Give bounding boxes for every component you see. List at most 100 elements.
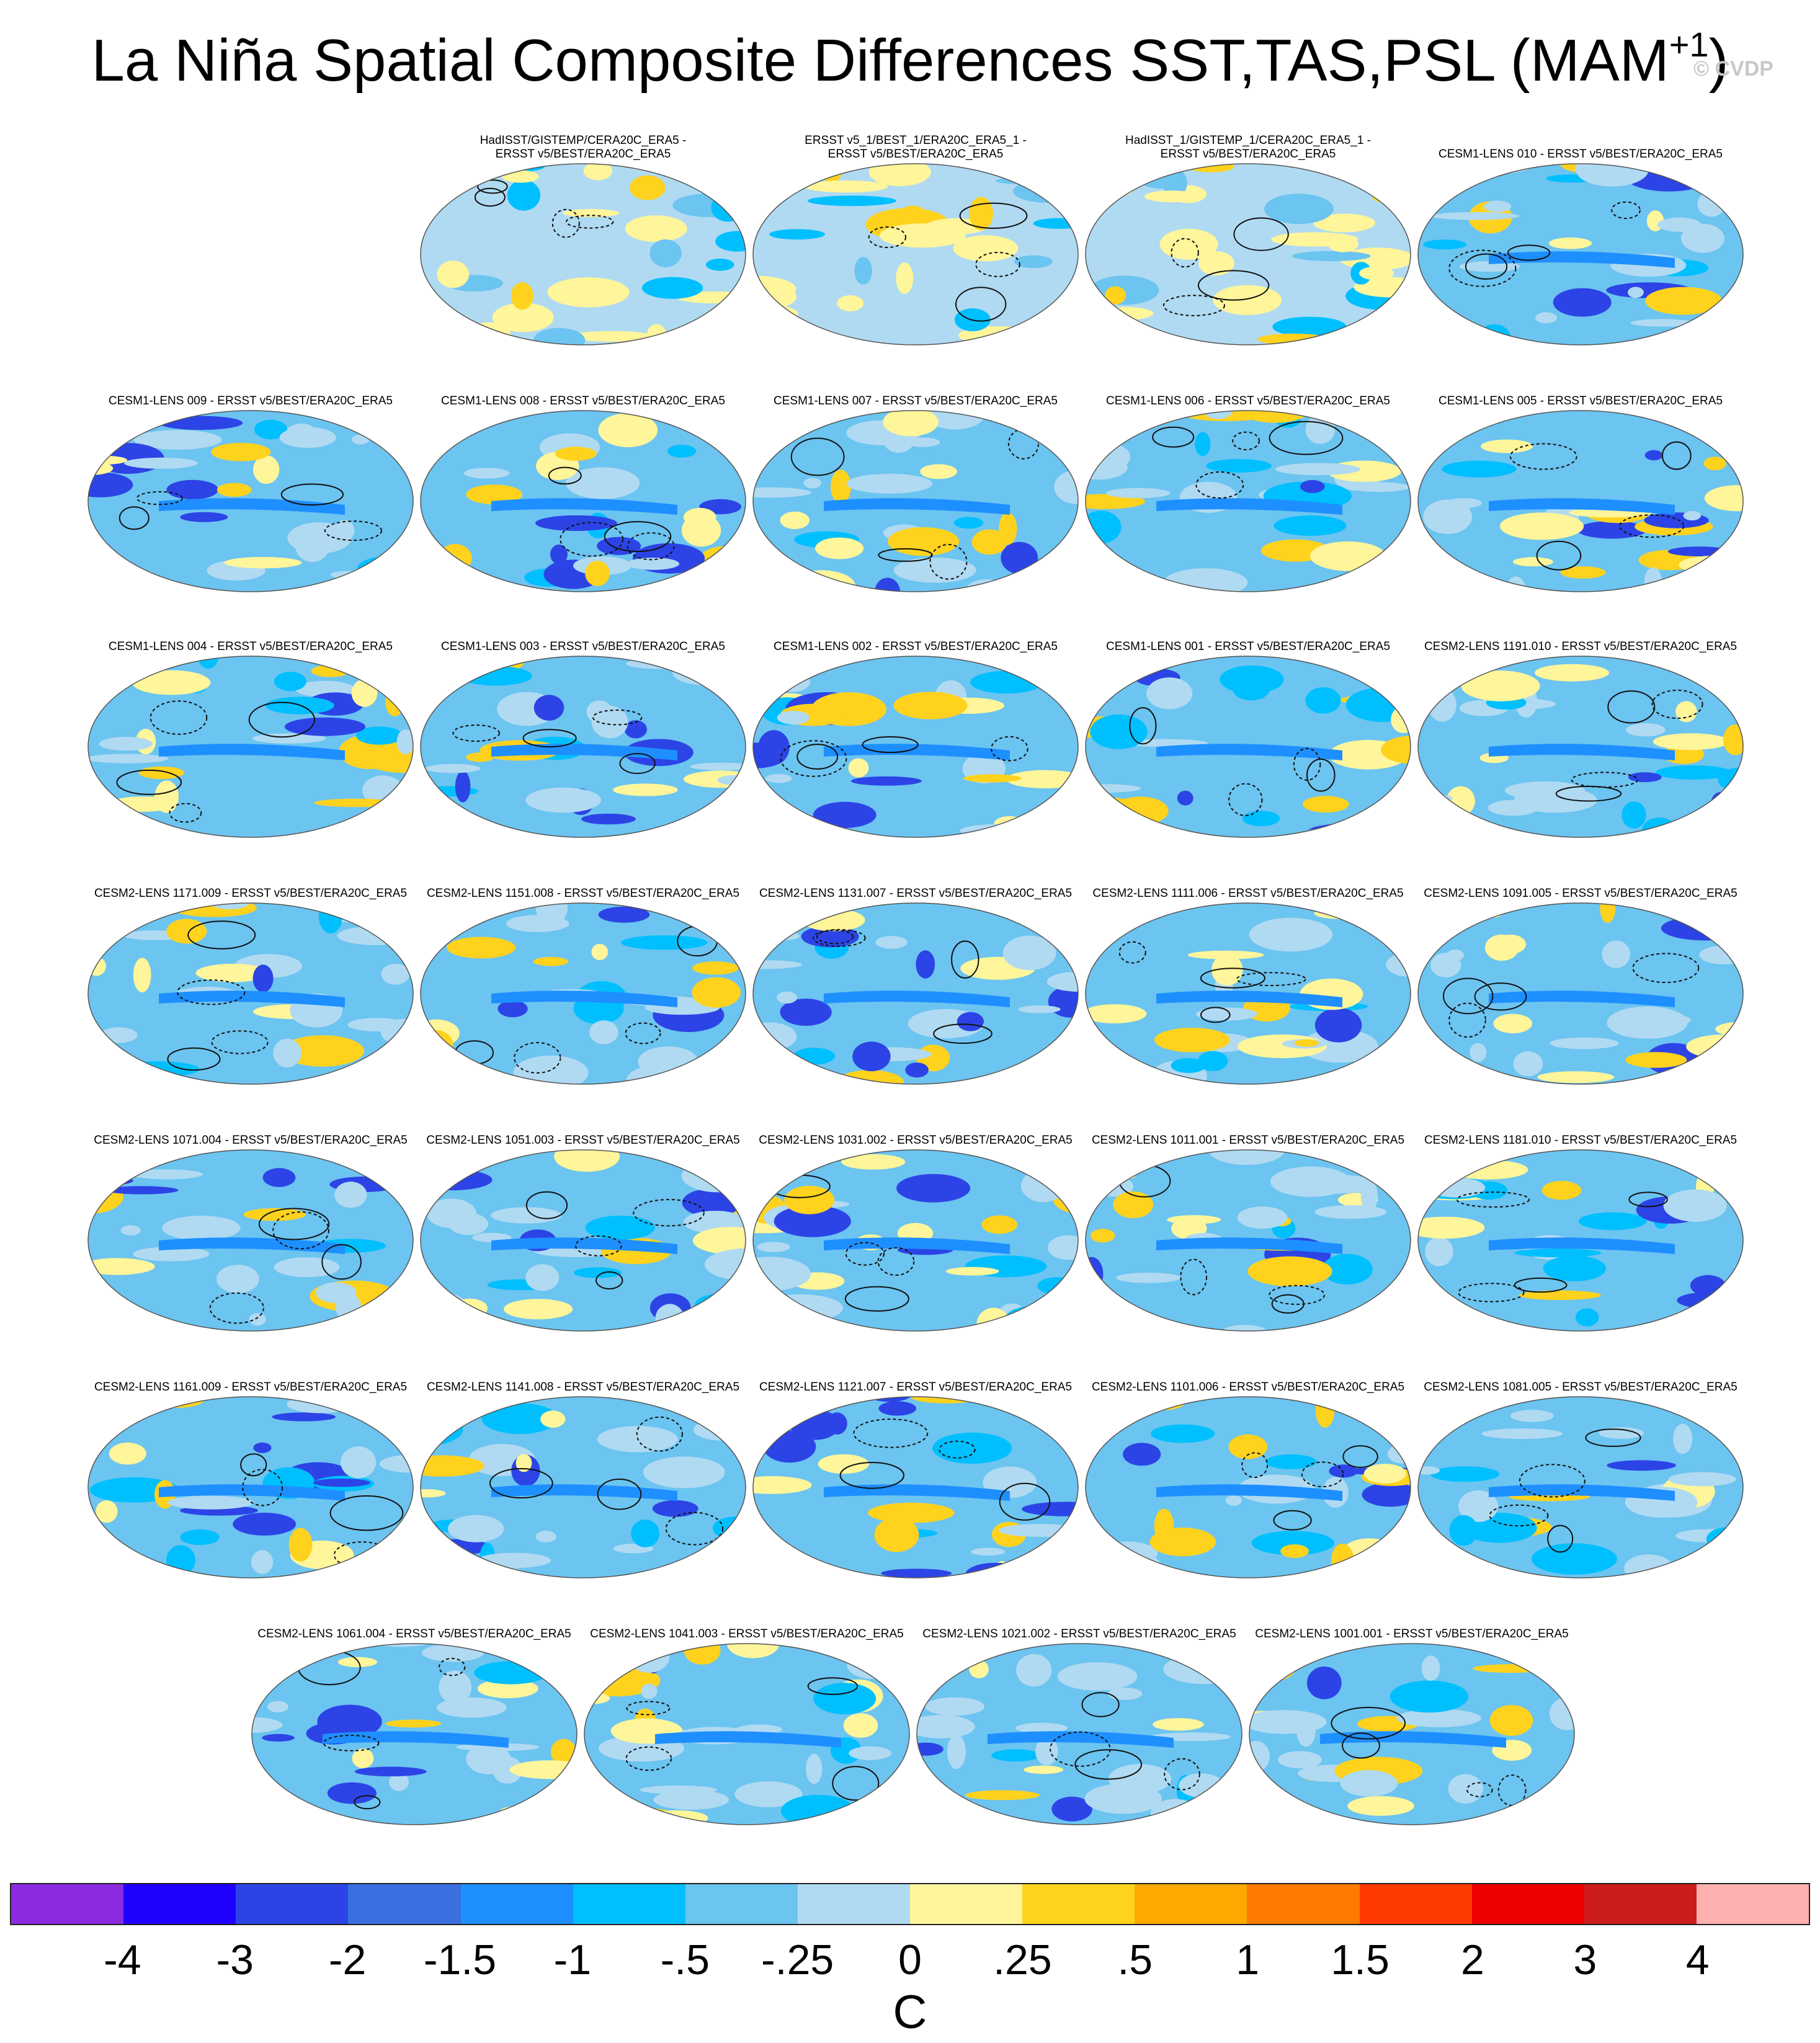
colorbar-tick-label: 4 bbox=[1685, 1936, 1710, 1983]
panel-caption-line: CESM2-LENS 1091.005 - ERSST v5/BEST/ERA2… bbox=[1424, 887, 1737, 900]
globe-map bbox=[1085, 1396, 1411, 1578]
colorbar-tick-label: .5 bbox=[1117, 1936, 1153, 1983]
panel-caption-line: CESM1-LENS 008 - ERSST v5/BEST/ERA20C_ER… bbox=[441, 394, 725, 407]
cvdp-watermark: © CVDP bbox=[1693, 57, 1773, 81]
colorbar-swatch bbox=[460, 1884, 573, 1924]
globe-map bbox=[916, 1643, 1242, 1825]
map-panel: CESM1-LENS 008 - ERSST v5/BEST/ERA20C_ER… bbox=[417, 381, 749, 629]
panel-caption: CESM2-LENS 1041.003 - ERSST v5/BEST/ERA2… bbox=[556, 1627, 938, 1641]
panel-caption-line: ERSST v5/BEST/ERA20C_ERA5 bbox=[1160, 148, 1336, 161]
map-panel: CESM2-LENS 1001.001 - ERSST v5/BEST/ERA2… bbox=[1246, 1614, 1578, 1862]
colorbar-swatch bbox=[11, 1884, 124, 1924]
map-panel: CESM2-LENS 1081.005 - ERSST v5/BEST/ERA2… bbox=[1414, 1367, 1747, 1615]
colorbar-units-label: C bbox=[893, 1986, 927, 2039]
panel-caption: CESM2-LENS 1131.007 - ERSST v5/BEST/ERA2… bbox=[725, 887, 1107, 901]
panel-caption-line: CESM2-LENS 1171.009 - ERSST v5/BEST/ERA2… bbox=[94, 887, 408, 900]
map-panel: ERSST v5_1/BEST_1/ERA20C_ERA5_1 - ERSST v… bbox=[749, 134, 1082, 382]
globe-map bbox=[420, 163, 746, 345]
panel-caption: CESM1-LENS 003 - ERSST v5/BEST/ERA20C_ER… bbox=[392, 640, 774, 654]
globe-map bbox=[1417, 163, 1744, 345]
globe-map bbox=[1417, 1396, 1744, 1578]
panel-caption-line: CESM2-LENS 1081.005 - ERSST v5/BEST/ERA2… bbox=[1424, 1381, 1737, 1394]
map-panel: CESM2-LENS 1121.007 - ERSST v5/BEST/ERA2… bbox=[749, 1367, 1082, 1615]
colorbar bbox=[10, 1883, 1810, 1925]
colorbar-tick-label: -2 bbox=[328, 1936, 367, 1983]
map-panel: CESM2-LENS 1161.009 - ERSST v5/BEST/ERA2… bbox=[84, 1367, 417, 1615]
colorbar-tick-label: -1.5 bbox=[423, 1936, 497, 1983]
panel-caption: CESM2-LENS 1001.001 - ERSST v5/BEST/ERA2… bbox=[1221, 1627, 1603, 1641]
panel-caption-line: CESM2-LENS 1071.004 - ERSST v5/BEST/ERA2… bbox=[94, 1134, 408, 1147]
globe-map bbox=[420, 902, 746, 1085]
panel-caption-line: CESM2-LENS 1141.008 - ERSST v5/BEST/ERA2… bbox=[426, 1381, 740, 1394]
colorbar-tick-label: 3 bbox=[1573, 1936, 1597, 1983]
colorbar-tick-label: -1 bbox=[553, 1936, 592, 1983]
panel-caption: CESM1-LENS 004 - ERSST v5/BEST/ERA20C_ER… bbox=[60, 640, 442, 654]
panel-caption: CESM2-LENS 1171.009 - ERSST v5/BEST/ERA2… bbox=[60, 887, 442, 901]
globe-map bbox=[87, 656, 414, 838]
panel-caption-line: CESM1-LENS 005 - ERSST v5/BEST/ERA20C_ER… bbox=[1439, 394, 1723, 407]
globe-map bbox=[752, 163, 1079, 345]
panel-caption: CESM2-LENS 1161.009 - ERSST v5/BEST/ERA2… bbox=[60, 1381, 442, 1394]
globe-map bbox=[87, 1396, 414, 1578]
panel-caption: CESM2-LENS 1111.006 - ERSST v5/BEST/ERA2… bbox=[1057, 887, 1439, 901]
panel-caption-line: CESM2-LENS 1011.001 - ERSST v5/BEST/ERA2… bbox=[1091, 1134, 1405, 1147]
globe-map bbox=[1085, 410, 1411, 592]
map-panel: CESM2-LENS 1101.006 - ERSST v5/BEST/ERA2… bbox=[1082, 1367, 1414, 1615]
globe-map bbox=[752, 1396, 1079, 1578]
globe-map bbox=[420, 656, 746, 838]
globe-map bbox=[1417, 902, 1744, 1085]
panel-caption-line: CESM2-LENS 1131.007 - ERSST v5/BEST/ERA2… bbox=[759, 887, 1073, 900]
globe-map bbox=[1417, 410, 1744, 592]
map-panel: CESM1-LENS 001 - ERSST v5/BEST/ERA20C_ER… bbox=[1082, 626, 1414, 875]
map-panel: CESM1-LENS 005 - ERSST v5/BEST/ERA20C_ER… bbox=[1414, 381, 1747, 629]
panel-caption-line: CESM2-LENS 1021.002 - ERSST v5/BEST/ERA2… bbox=[922, 1627, 1236, 1640]
panel-caption-line: CESM2-LENS 1041.003 - ERSST v5/BEST/ERA2… bbox=[590, 1627, 904, 1640]
globe-map bbox=[752, 410, 1079, 592]
colorbar-swatch bbox=[236, 1884, 349, 1924]
colorbar-tick-label: 2 bbox=[1460, 1936, 1484, 1983]
map-panel: CESM1-LENS 004 - ERSST v5/BEST/ERA20C_ER… bbox=[84, 626, 417, 875]
panel-caption: CESM2-LENS 1181.010 - ERSST v5/BEST/ERA2… bbox=[1390, 1134, 1772, 1147]
globe-map bbox=[87, 1149, 414, 1332]
colorbar-swatch bbox=[1584, 1884, 1697, 1924]
colorbar-swatch bbox=[797, 1884, 910, 1924]
panel-caption: CESM2-LENS 1101.006 - ERSST v5/BEST/ERA2… bbox=[1057, 1381, 1439, 1394]
colorbar-swatch bbox=[1135, 1884, 1247, 1924]
map-panel: CESM2-LENS 1031.002 - ERSST v5/BEST/ERA2… bbox=[749, 1120, 1082, 1368]
colorbar-tick-label: 1 bbox=[1236, 1936, 1260, 1983]
map-panel: CESM1-LENS 007 - ERSST v5/BEST/ERA20C_ER… bbox=[749, 381, 1082, 629]
colorbar-tick-label: 1.5 bbox=[1331, 1936, 1390, 1983]
map-panel: CESM2-LENS 1131.007 - ERSST v5/BEST/ERA2… bbox=[749, 873, 1082, 1121]
colorbar-tick-label: -3 bbox=[216, 1936, 254, 1983]
panel-caption: CESM2-LENS 1091.005 - ERSST v5/BEST/ERA2… bbox=[1390, 887, 1772, 901]
panel-caption: CESM2-LENS 1191.010 - ERSST v5/BEST/ERA2… bbox=[1390, 640, 1772, 654]
map-panel: CESM1-LENS 006 - ERSST v5/BEST/ERA20C_ER… bbox=[1082, 381, 1414, 629]
map-panel: CESM2-LENS 1141.008 - ERSST v5/BEST/ERA2… bbox=[417, 1367, 749, 1615]
colorbar-swatch bbox=[1359, 1884, 1472, 1924]
panel-caption: CESM2-LENS 1061.004 - ERSST v5/BEST/ERA2… bbox=[223, 1627, 605, 1641]
panel-caption-line: CESM2-LENS 1121.007 - ERSST v5/BEST/ERA2… bbox=[759, 1381, 1073, 1394]
panel-caption-line: CESM2-LENS 1001.001 - ERSST v5/BEST/ERA2… bbox=[1255, 1627, 1569, 1640]
colorbar-swatch bbox=[348, 1884, 461, 1924]
colorbar-tick-label: -.5 bbox=[660, 1936, 710, 1983]
map-panel: HadISST/GISTEMP/CERA20C_ERA5 - ERSST v5/B… bbox=[417, 134, 749, 382]
panel-caption-line: CESM2-LENS 1031.002 - ERSST v5/BEST/ERA2… bbox=[759, 1134, 1073, 1147]
panel-caption: CESM2-LENS 1051.003 - ERSST v5/BEST/ERA2… bbox=[392, 1134, 774, 1147]
colorbar-swatch bbox=[910, 1884, 1023, 1924]
panel-caption-line: CESM1-LENS 001 - ERSST v5/BEST/ERA20C_ER… bbox=[1106, 640, 1390, 653]
globe-map bbox=[584, 1643, 910, 1825]
map-panel: CESM2-LENS 1191.010 - ERSST v5/BEST/ERA2… bbox=[1414, 626, 1747, 875]
map-panel: CESM2-LENS 1011.001 - ERSST v5/BEST/ERA2… bbox=[1082, 1120, 1414, 1368]
panel-caption: CESM2-LENS 1011.001 - ERSST v5/BEST/ERA2… bbox=[1057, 1134, 1439, 1147]
map-panel: CESM2-LENS 1041.003 - ERSST v5/BEST/ERA2… bbox=[581, 1614, 913, 1862]
panel-caption: CESM2-LENS 1081.005 - ERSST v5/BEST/ERA2… bbox=[1390, 1381, 1772, 1394]
panel-caption: CESM1-LENS 008 - ERSST v5/BEST/ERA20C_ER… bbox=[392, 394, 774, 408]
panel-caption: HadISST/GISTEMP/CERA20C_ERA5 - ERSST v5/B… bbox=[392, 134, 774, 161]
panel-caption: CESM2-LENS 1151.008 - ERSST v5/BEST/ERA2… bbox=[392, 887, 774, 901]
panel-caption: CESM2-LENS 1121.007 - ERSST v5/BEST/ERA2… bbox=[725, 1381, 1107, 1394]
colorbar-tick-label: -.25 bbox=[761, 1936, 834, 1983]
map-panel: CESM2-LENS 1091.005 - ERSST v5/BEST/ERA2… bbox=[1414, 873, 1747, 1121]
panel-caption: CESM2-LENS 1071.004 - ERSST v5/BEST/ERA2… bbox=[60, 1134, 442, 1147]
panel-caption: CESM2-LENS 1021.002 - ERSST v5/BEST/ERA2… bbox=[888, 1627, 1270, 1641]
globe-map bbox=[1085, 163, 1411, 345]
